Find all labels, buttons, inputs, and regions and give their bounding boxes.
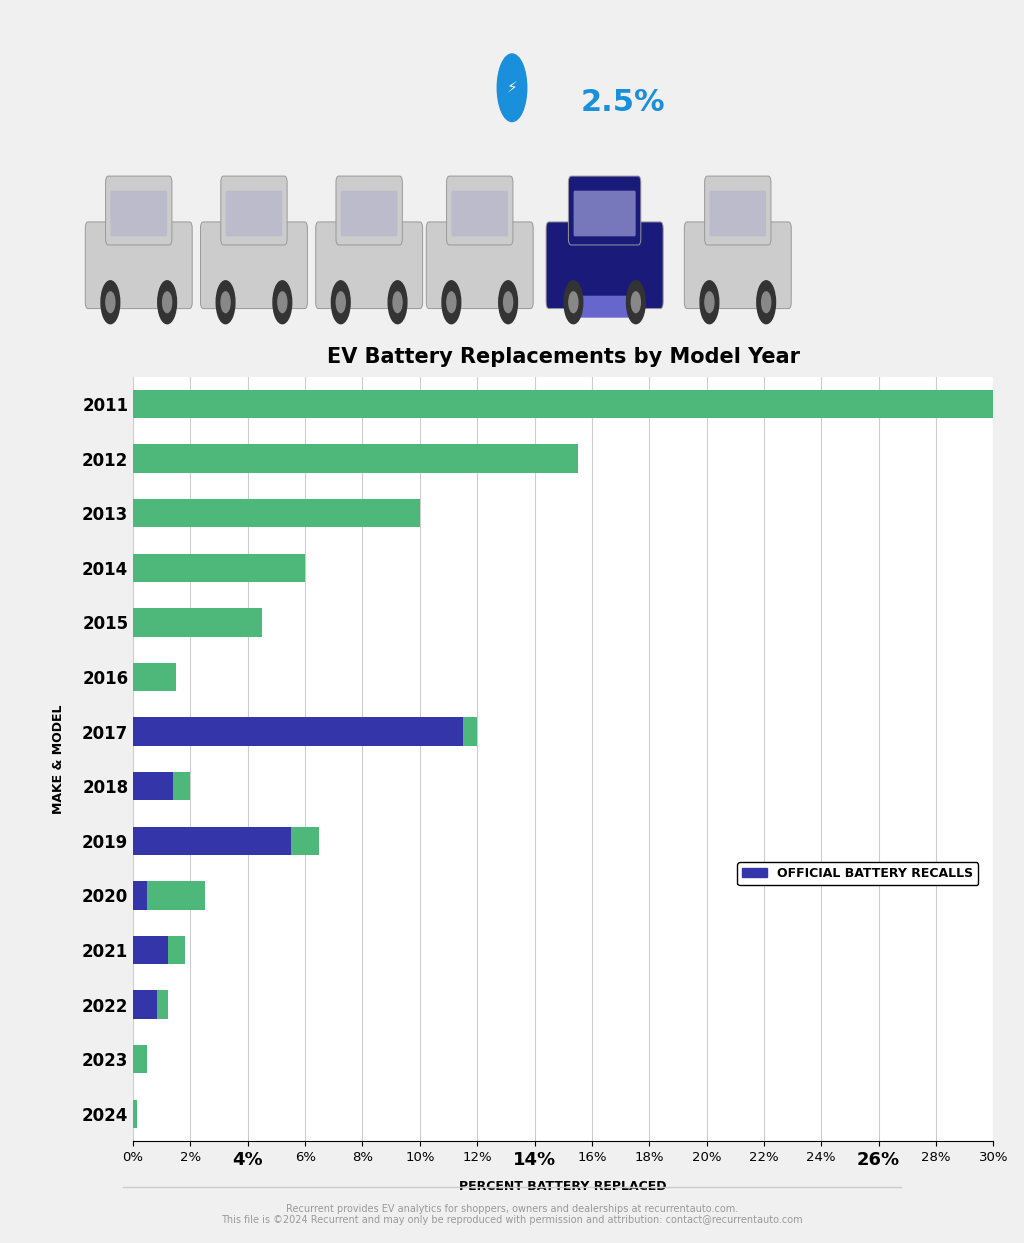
Bar — [291, 827, 319, 855]
Circle shape — [498, 53, 526, 122]
Circle shape — [700, 281, 719, 323]
FancyBboxPatch shape — [315, 222, 423, 308]
FancyBboxPatch shape — [710, 190, 766, 236]
FancyBboxPatch shape — [568, 177, 641, 245]
FancyBboxPatch shape — [341, 190, 397, 236]
FancyBboxPatch shape — [426, 222, 534, 308]
Circle shape — [757, 281, 775, 323]
Circle shape — [564, 281, 583, 323]
Circle shape — [163, 292, 172, 312]
Bar — [147, 881, 205, 910]
Legend: OFFICIAL BATTERY RECALLS: OFFICIAL BATTERY RECALLS — [737, 861, 978, 885]
Y-axis label: MAKE & MODEL: MAKE & MODEL — [52, 704, 66, 814]
FancyBboxPatch shape — [705, 177, 771, 245]
FancyBboxPatch shape — [201, 222, 307, 308]
FancyBboxPatch shape — [452, 190, 508, 236]
Circle shape — [446, 292, 456, 312]
Bar — [133, 936, 168, 965]
Text: 2.5%: 2.5% — [581, 88, 665, 117]
Bar — [133, 827, 291, 855]
FancyBboxPatch shape — [105, 177, 172, 245]
FancyBboxPatch shape — [85, 222, 193, 308]
Text: ⚡: ⚡ — [507, 81, 517, 96]
Bar — [463, 717, 477, 746]
FancyBboxPatch shape — [111, 190, 167, 236]
Circle shape — [499, 281, 517, 323]
Circle shape — [221, 292, 230, 312]
Bar — [168, 936, 184, 965]
Circle shape — [632, 292, 640, 312]
FancyBboxPatch shape — [684, 222, 792, 308]
Circle shape — [393, 292, 402, 312]
Circle shape — [336, 292, 345, 312]
FancyBboxPatch shape — [546, 222, 664, 308]
Bar — [158, 991, 168, 1019]
FancyBboxPatch shape — [336, 177, 402, 245]
Circle shape — [105, 292, 115, 312]
Circle shape — [388, 281, 407, 323]
Bar — [133, 553, 305, 582]
FancyBboxPatch shape — [573, 190, 636, 236]
Circle shape — [627, 281, 645, 323]
FancyBboxPatch shape — [225, 190, 283, 236]
Circle shape — [101, 281, 120, 323]
Bar — [133, 444, 578, 472]
Bar — [133, 390, 993, 418]
FancyBboxPatch shape — [221, 177, 287, 245]
Bar — [133, 717, 463, 746]
Circle shape — [569, 292, 578, 312]
Bar — [133, 1045, 147, 1074]
Circle shape — [158, 281, 176, 323]
Circle shape — [762, 292, 771, 312]
Circle shape — [216, 281, 234, 323]
Circle shape — [705, 292, 714, 312]
X-axis label: PERCENT BATTERY REPLACED: PERCENT BATTERY REPLACED — [460, 1180, 667, 1193]
Circle shape — [273, 281, 292, 323]
FancyBboxPatch shape — [446, 177, 513, 245]
Bar — [133, 498, 420, 527]
Bar — [133, 1100, 136, 1127]
Bar — [133, 663, 176, 691]
Circle shape — [278, 292, 287, 312]
Bar — [133, 608, 262, 636]
Title: EV Battery Replacements by Model Year: EV Battery Replacements by Model Year — [327, 347, 800, 367]
Bar — [173, 772, 190, 800]
Bar — [133, 991, 158, 1019]
Bar — [133, 772, 173, 800]
FancyBboxPatch shape — [575, 296, 634, 318]
Circle shape — [332, 281, 350, 323]
Circle shape — [442, 281, 461, 323]
Text: Recurrent provides EV analytics for shoppers, owners and dealerships at recurren: Recurrent provides EV analytics for shop… — [221, 1203, 803, 1226]
Circle shape — [504, 292, 513, 312]
Bar — [133, 881, 147, 910]
